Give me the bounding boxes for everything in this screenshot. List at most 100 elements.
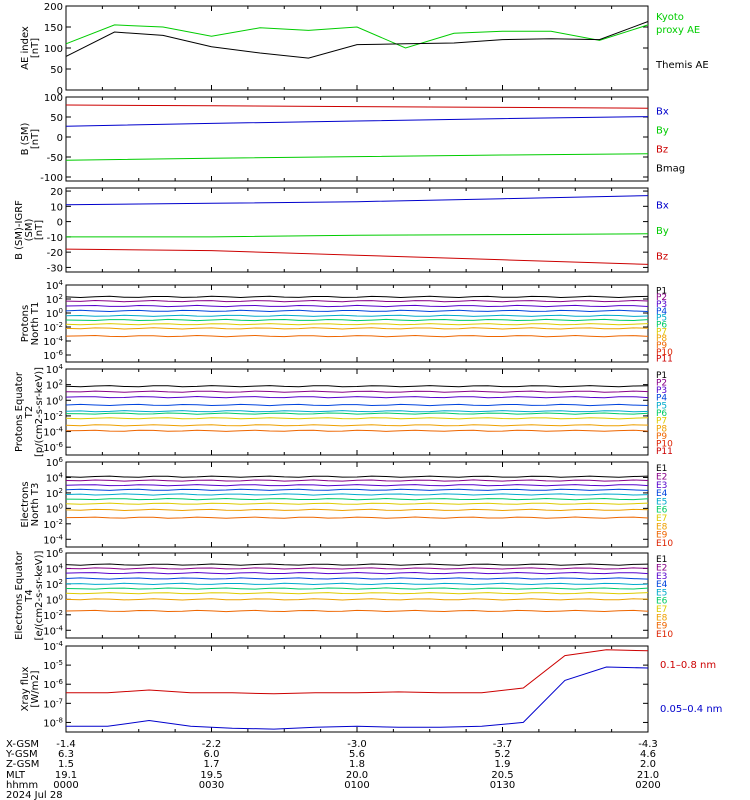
legend-entry: 0.1–0.8 nm <box>660 660 716 671</box>
y-tick-label: 10-4 <box>43 624 63 637</box>
legend-entry: P3 <box>656 300 667 310</box>
y-tick-label: 10-4 <box>43 426 63 439</box>
footer-value: 1.9 <box>495 759 511 770</box>
channel-line-P8 <box>65 327 649 330</box>
footer-value: 2.0 <box>640 759 656 770</box>
y-axis-label: Electrons Equator <box>14 550 25 640</box>
footer-value: 0100 <box>344 780 369 791</box>
channel-line-P1 <box>65 385 649 388</box>
channel-line-P7 <box>65 323 649 326</box>
legend-entry: E7 <box>656 514 667 524</box>
legend-entry: P5 <box>656 314 667 324</box>
legend-entry: P4 <box>656 307 667 317</box>
panel-1: 0 50 100 150 200 AE index [nT] Kyoto proxy AE The… <box>20 2 709 97</box>
channel-line-P8 <box>65 424 649 427</box>
series-line-bz <box>65 104 649 109</box>
channel-line-P2 <box>65 299 649 303</box>
y-tick-label: 100 <box>46 502 63 515</box>
legend-entry: P8 <box>656 424 667 434</box>
y-axis-label: [nT] <box>34 220 45 240</box>
legend-entry: P11 <box>656 355 673 365</box>
y-tick-label: 10-6 <box>43 349 63 362</box>
channel-line-E3 <box>65 484 649 487</box>
footer-row-label: hhmm <box>6 780 38 791</box>
legend-entry: 0.05–0.4 nm <box>660 704 722 715</box>
channel-line-P7 <box>65 417 649 420</box>
legend-entry: P2 <box>656 378 667 388</box>
y-tick-label: 150 <box>44 23 63 34</box>
footer-value: 1.7 <box>204 759 220 770</box>
legend-entry: E9 <box>656 622 668 632</box>
y-tick-label: 10-4 <box>43 533 63 546</box>
y-axis-label: North T1 <box>30 302 41 346</box>
legend-entry: E5 <box>656 588 667 598</box>
y-tick-label: 10-2 <box>43 321 63 334</box>
y-axis-label: (SM) <box>24 219 35 242</box>
channel-line-E9 <box>65 516 649 519</box>
y-tick-label: -100 <box>40 173 63 184</box>
y-axis-label: Protons <box>20 305 31 342</box>
footer-value: 0130 <box>490 780 515 791</box>
y-tick-label: 50 <box>50 113 63 124</box>
channel-line-P2 <box>65 390 649 393</box>
legend-entry: Kyoto <box>656 12 684 23</box>
footer-row-label: Y-GSM <box>5 749 38 760</box>
legend-entry: P7 <box>656 327 667 337</box>
channel-line-P5 <box>65 410 649 413</box>
series-line-by <box>65 153 649 161</box>
panel-frame <box>65 5 649 91</box>
footer-value: 20.0 <box>346 770 368 781</box>
channel-line-E4 <box>65 488 649 491</box>
y-tick-label: 10-8 <box>43 716 63 729</box>
y-axis-label: Electrons <box>20 481 31 527</box>
legend-entry: P10 <box>656 348 673 358</box>
series-line-bz <box>65 248 649 265</box>
footer-value: -3.7 <box>493 739 513 750</box>
footer-value: -2.2 <box>202 739 222 750</box>
channel-line-E2 <box>65 567 649 570</box>
channel-line-P4 <box>65 403 649 407</box>
legend-entry: P5 <box>656 401 667 411</box>
panel-3: -30 -20 -10 0 10 20 B (SM)-IGRF (SM) [nT] Bx By Bz <box>14 187 669 274</box>
footer-row-label: Z-GSM <box>6 759 39 770</box>
legend-entry: P8 <box>656 334 667 344</box>
channel-line-E9 <box>65 609 649 613</box>
y-tick-label: 0 <box>57 133 63 144</box>
panel-2: -100 -50 0 50 100 B (SM) [nT] Bx By Bz Bmag <box>20 93 685 184</box>
y-tick-label: -50 <box>47 153 63 164</box>
channel-line-P6 <box>65 318 649 322</box>
y-tick-label: 10-6 <box>43 441 63 454</box>
legend-entry: P6 <box>656 321 667 331</box>
y-tick-label: 10 <box>50 202 63 213</box>
y-tick-label: 100 <box>46 593 63 606</box>
y-axis-label: [nT] <box>30 129 41 149</box>
y-axis-label: [e/(cm2-s-sr-keV)] <box>34 550 45 640</box>
legend-entry: E2 <box>656 472 667 482</box>
y-tick-label: 102 <box>46 293 63 306</box>
y-tick-label: 100 <box>46 307 63 320</box>
legend-entry: proxy AE <box>656 25 700 36</box>
footer-value: 1.8 <box>349 759 365 770</box>
legend-entry: P2 <box>656 293 667 303</box>
legend-entry: P11 <box>656 447 673 457</box>
legend-entry: E10 <box>656 630 673 640</box>
legend-entry: P3 <box>656 386 667 396</box>
legend-entry: P9 <box>656 432 667 442</box>
legend-entry: E2 <box>656 563 667 573</box>
y-tick-label: 10-4 <box>43 640 63 653</box>
panel-frame <box>65 187 649 273</box>
channel-line-P3 <box>65 395 649 399</box>
y-tick-label: 0 <box>57 86 63 97</box>
y-tick-label: 100 <box>46 394 63 407</box>
channel-line-P4 <box>65 309 649 313</box>
legend-entry: E6 <box>656 506 668 516</box>
footer-row-label: MLT <box>6 770 26 781</box>
y-tick-label: 200 <box>44 2 63 13</box>
legend-entry: P9 <box>656 341 667 351</box>
y-tick-label: 106 <box>46 456 64 469</box>
footer-ephemeris: X-GSM -1.4 -2.2 -3.0 -3.7 -4.3 Y-GSM 6.3 6.0 5.6 5… <box>5 739 661 800</box>
series-line-themis-ae <box>65 21 649 59</box>
